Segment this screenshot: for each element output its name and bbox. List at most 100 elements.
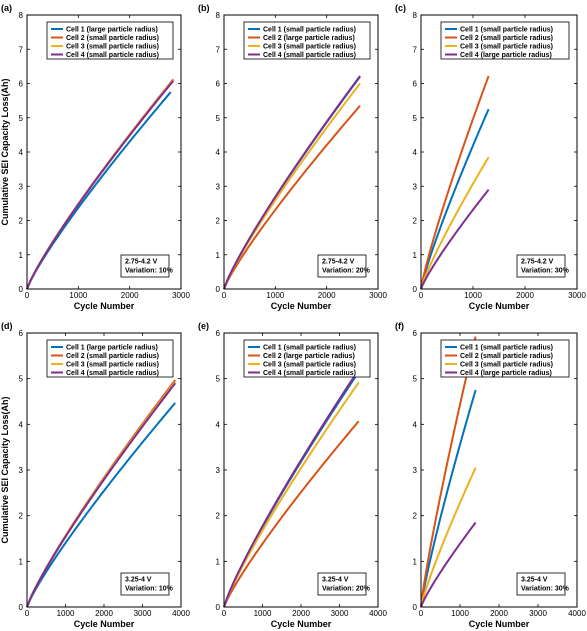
panel-label: (c): [395, 3, 406, 13]
annotation-text: Variation: 30%: [521, 586, 570, 593]
panel-c: (c) 0 1000 2000 3000 0 1 2 3 4 5 6 7 8 Cycle Number Cel…: [395, 3, 586, 311]
legend: Cell 1 (large particle radius)Cell 2 (sm…: [46, 339, 174, 378]
y-tick-label: 7: [19, 45, 24, 54]
x-tick-label: 0: [25, 609, 30, 618]
y-tick-label: 6: [216, 329, 221, 338]
y-tick-label: 2: [413, 217, 418, 226]
annotation-text: 2.75-4.2 V: [521, 259, 554, 266]
series-line-cell-1: [26, 402, 176, 608]
y-tick-label: 0: [19, 603, 24, 612]
x-tick-label: 2000: [516, 291, 534, 300]
panel-b: (b) 0 1000 2000 3000 0 1 2 3 4 5 6 7 8 Cycle Number Cel…: [198, 3, 387, 311]
legend-entry: Cell 3 (small particle radius): [460, 362, 553, 369]
y-tick-label: 0: [216, 603, 221, 612]
panel-f: (f) 0 1000 2000 3000 4000 0 1 2 3 4 5 6 Cycle Number C…: [395, 321, 586, 629]
annotation: 3.25-4 V Variation: 20%: [317, 572, 371, 596]
y-tick-label: 0: [19, 285, 24, 294]
y-axis-title: Cumulative SEI Capacity Loss(Ah): [0, 78, 10, 225]
legend-entry: Cell 1 (small particle radius): [460, 345, 553, 352]
series-line-cell-3: [223, 381, 360, 608]
x-tick-label: 2000: [292, 609, 310, 618]
series-line-cell-4: [26, 80, 175, 290]
y-tick-label: 4: [19, 420, 24, 429]
legend-box: [440, 21, 570, 60]
series-line-cell-4: [420, 189, 490, 290]
annotation-text: 3.25-4 V: [322, 577, 349, 584]
series-line-cell-4: [223, 75, 361, 290]
y-tick-label: 3: [413, 466, 418, 475]
x-tick-label: 1000: [57, 609, 75, 618]
y-tick-label: 2: [216, 512, 221, 521]
x-axis-title: Cycle Number: [469, 301, 530, 311]
annotation-box: [317, 254, 367, 278]
y-tick-label: 4: [19, 148, 24, 157]
x-tick-label: 1000: [464, 291, 482, 300]
series-line-cell-2: [223, 420, 360, 608]
series-line-cell-3: [420, 467, 477, 608]
series-line-cell-2: [420, 75, 490, 290]
panel-a: (a) 0 1000 2000 3000 0 1 2 3 4 5 6 7 8 Cycle Number Cum…: [0, 3, 190, 311]
legend-entry: Cell 1 (large particle radius): [66, 27, 158, 34]
series-line-cell-4: [26, 382, 177, 608]
legend-entry: Cell 1 (small particle radius): [263, 27, 356, 34]
panel-label: (a): [1, 3, 12, 13]
y-tick-label: 3: [413, 182, 418, 191]
y-tick-label: 8: [216, 11, 221, 20]
annotation-box: [120, 572, 170, 596]
y-tick-label: 5: [216, 375, 221, 384]
annotation: 2.75-4.2 V Variation: 10%: [120, 254, 174, 278]
series-line-cell-2: [223, 105, 361, 290]
y-tick-label: 4: [216, 148, 221, 157]
annotation-text: Variation: 10%: [125, 586, 174, 593]
x-tick-label: 3000: [529, 609, 547, 618]
legend: Cell 1 (small particle radius)Cell 2 (sm…: [440, 339, 570, 378]
x-tick-label: 3000: [568, 291, 586, 300]
panel-label: (f): [395, 321, 404, 331]
y-tick-label: 5: [19, 375, 24, 384]
annotation-text: 2.75-4.2 V: [125, 259, 158, 266]
legend-entry: Cell 3 (small particle radius): [66, 44, 159, 51]
legend-entry: Cell 1 (large particle radius): [66, 345, 158, 352]
y-tick-label: 1: [413, 251, 418, 260]
annotation: 3.25-4 V Variation: 10%: [120, 572, 174, 596]
panel-label: (e): [198, 321, 209, 331]
panel-d: (d) 0 1000 2000 3000 4000 0 1 2 3 4 5 6 Cycle Number C…: [0, 321, 190, 629]
legend: Cell 1 (large particle radius)Cell 2 (sm…: [46, 21, 174, 60]
annotation-box: [120, 254, 170, 278]
x-tick-label: 2000: [318, 291, 336, 300]
legend-entry: Cell 3 (small particle radius): [460, 44, 553, 51]
annotation-box: [317, 572, 367, 596]
panel-label: (b): [198, 3, 210, 13]
y-tick-label: 0: [413, 603, 418, 612]
y-tick-label: 7: [413, 45, 418, 54]
legend-entry: Cell 2 (small particle radius): [460, 35, 553, 42]
y-tick-label: 5: [19, 114, 24, 123]
x-tick-label: 2000: [121, 291, 139, 300]
annotation-box: [516, 254, 566, 278]
annotation-text: 3.25-4 V: [125, 577, 152, 584]
panel-e: (e) 0 1000 2000 3000 4000 0 1 2 3 4 5 6 Cycle Number C…: [198, 321, 387, 629]
series-line-cell-3: [420, 156, 490, 290]
y-tick-label: 0: [216, 285, 221, 294]
x-axis-title: Cycle Number: [74, 301, 135, 311]
legend-entry: Cell 2 (small particle radius): [66, 353, 159, 360]
x-tick-label: 4000: [369, 609, 387, 618]
x-axis-title: Cycle Number: [469, 619, 530, 629]
x-axis-title: Cycle Number: [74, 619, 135, 629]
y-tick-label: 4: [216, 420, 221, 429]
annotation-text: 2.75-4.2 V: [322, 259, 355, 266]
legend-entry: Cell 4 (large particle radius): [460, 370, 552, 377]
y-tick-label: 1: [216, 251, 221, 260]
x-axis-title: Cycle Number: [271, 619, 332, 629]
y-tick-label: 1: [413, 557, 418, 566]
y-tick-label: 5: [413, 114, 418, 123]
annotation-text: 3.25-4 V: [521, 577, 548, 584]
y-tick-label: 2: [413, 512, 418, 521]
y-tick-label: 6: [413, 80, 418, 89]
x-tick-label: 1000: [266, 291, 284, 300]
y-tick-label: 3: [19, 182, 24, 191]
y-tick-label: 3: [216, 182, 221, 191]
series-line-cell-1: [420, 389, 477, 608]
legend: Cell 1 (small particle radius)Cell 2 (la…: [243, 339, 371, 378]
